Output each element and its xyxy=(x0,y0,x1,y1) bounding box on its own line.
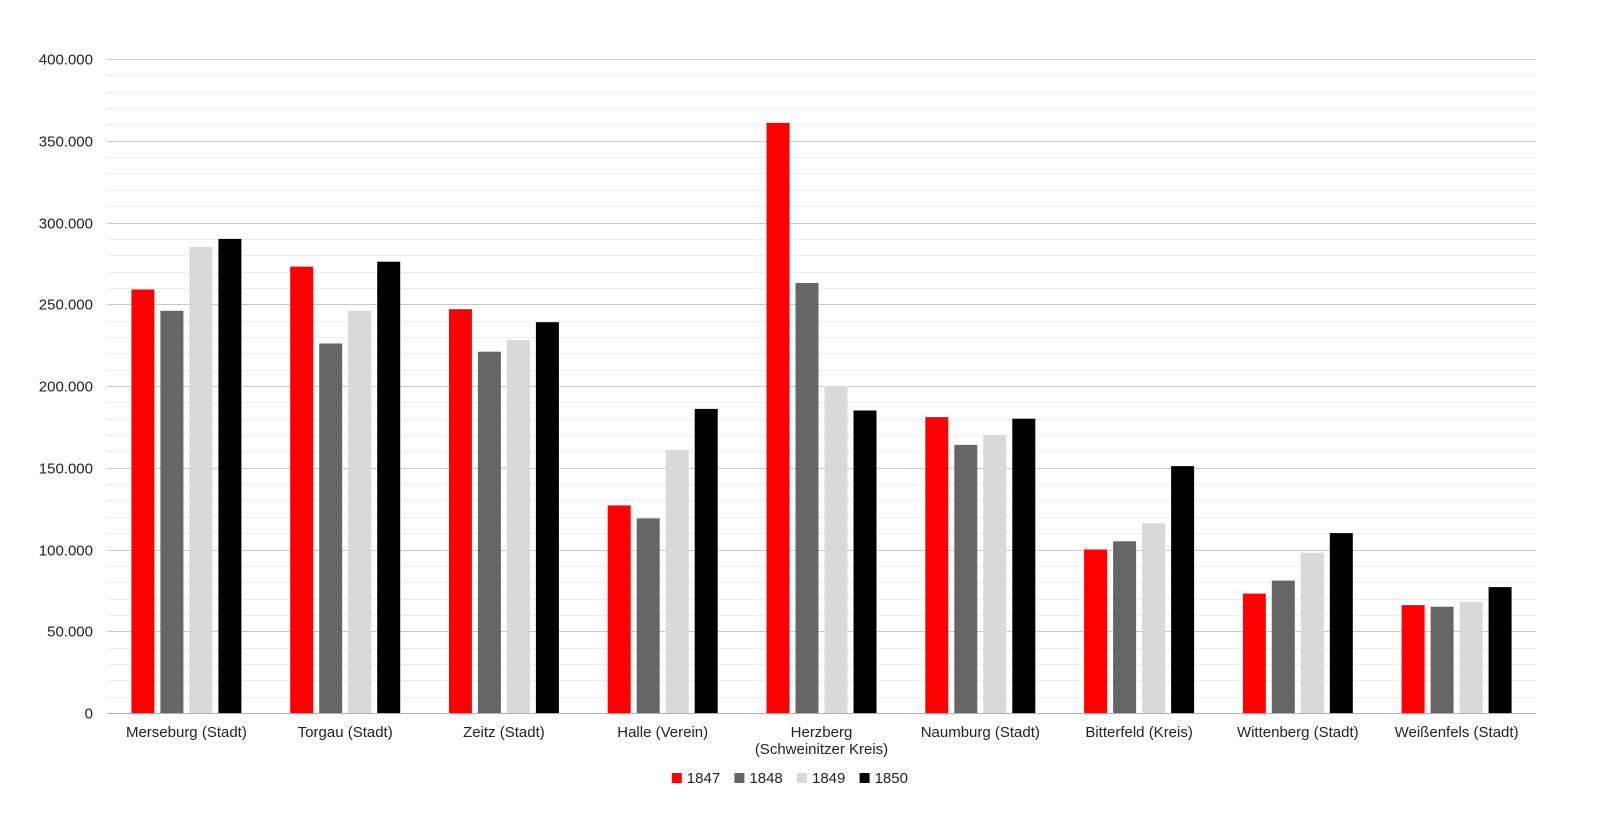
x-category-label: Zeitz (Stadt) xyxy=(463,724,545,741)
bar-1850-7 xyxy=(1329,533,1353,713)
bar-1850-6 xyxy=(1171,466,1195,713)
bar-1849-7 xyxy=(1300,552,1324,713)
y-tick-label: 300.000 xyxy=(39,216,93,233)
y-tick-label: 350.000 xyxy=(39,134,93,151)
bar-1847-3 xyxy=(607,505,631,713)
bar-1848-1 xyxy=(319,343,343,713)
bar-1847-7 xyxy=(1242,593,1266,713)
bar-1850-8 xyxy=(1488,587,1512,713)
bar-1847-4 xyxy=(766,122,790,714)
legend-swatch-1847 xyxy=(671,773,682,783)
legend-swatch-1850 xyxy=(859,773,870,783)
bar-1850-4 xyxy=(853,410,877,713)
x-axis-category-labels: Merseburg (Stadt) Torgau (Stadt) Zeitz (St… xyxy=(126,724,1519,758)
x-category-label: Merseburg (Stadt) xyxy=(126,724,247,741)
bar-1849-8 xyxy=(1459,601,1483,713)
legend-swatch-1848 xyxy=(734,773,745,783)
bar-1849-1 xyxy=(348,310,372,713)
bar-1850-1 xyxy=(377,261,401,713)
bar-1847-2 xyxy=(448,309,472,713)
x-category-label: (Schweinitzer Kreis) xyxy=(755,741,888,758)
legend-label-1850: 1850 xyxy=(875,770,908,787)
bar-1848-3 xyxy=(636,518,660,713)
bar-1848-8 xyxy=(1430,606,1454,713)
bar-1848-7 xyxy=(1271,580,1295,713)
bars xyxy=(131,122,1512,714)
bar-1849-5 xyxy=(983,435,1007,713)
bar-1848-4 xyxy=(795,283,819,713)
bar-1847-0 xyxy=(131,289,155,713)
bar-1848-0 xyxy=(160,310,184,713)
legend-swatch-1849 xyxy=(797,773,807,783)
grid-lines xyxy=(107,59,1536,698)
bar-1849-2 xyxy=(506,340,530,713)
bar-1850-5 xyxy=(1012,418,1036,713)
bar-1848-6 xyxy=(1113,541,1137,713)
x-category-label: Weißenfels (Stadt) xyxy=(1395,724,1519,741)
bar-1849-0 xyxy=(189,247,213,713)
bar-1850-0 xyxy=(218,238,242,713)
bar-1850-2 xyxy=(535,322,559,713)
bar-1850-3 xyxy=(694,408,718,713)
y-tick-label: 150.000 xyxy=(39,461,93,478)
x-category-label: Torgau (Stadt) xyxy=(298,724,393,741)
bar-1849-6 xyxy=(1142,523,1166,713)
x-category-label: Bitterfeld (Kreis) xyxy=(1085,724,1193,741)
legend-label-1849: 1849 xyxy=(812,770,845,787)
bar-1847-6 xyxy=(1084,549,1108,713)
bar-1849-4 xyxy=(824,386,848,713)
x-category-label: Wittenberg (Stadt) xyxy=(1237,724,1359,741)
y-tick-label: 50.000 xyxy=(47,624,93,641)
x-category-label: Halle (Verein) xyxy=(617,724,708,741)
y-tick-label: 250.000 xyxy=(39,297,93,314)
bar-1847-8 xyxy=(1401,605,1425,713)
bar-1849-3 xyxy=(665,449,689,713)
x-category-label: Naumburg (Stadt) xyxy=(921,724,1040,741)
y-tick-label: 400.000 xyxy=(39,52,93,69)
y-tick-label: 100.000 xyxy=(39,543,93,560)
legend: 1847 1848 1849 1850 xyxy=(671,770,908,787)
bar-1847-1 xyxy=(290,266,314,713)
bar-1848-2 xyxy=(477,351,501,713)
bar-1847-5 xyxy=(925,417,949,713)
y-tick-label: 0 xyxy=(85,706,93,723)
legend-label-1848: 1848 xyxy=(749,770,782,787)
y-axis-ticks: 0 50.000 100.000 150.000 200.000 250.000 300.0… xyxy=(39,52,93,723)
y-tick-label: 200.000 xyxy=(39,379,93,396)
bar-1848-5 xyxy=(954,444,978,713)
legend-label-1847: 1847 xyxy=(687,770,720,787)
x-category-label: Herzberg xyxy=(791,724,853,741)
